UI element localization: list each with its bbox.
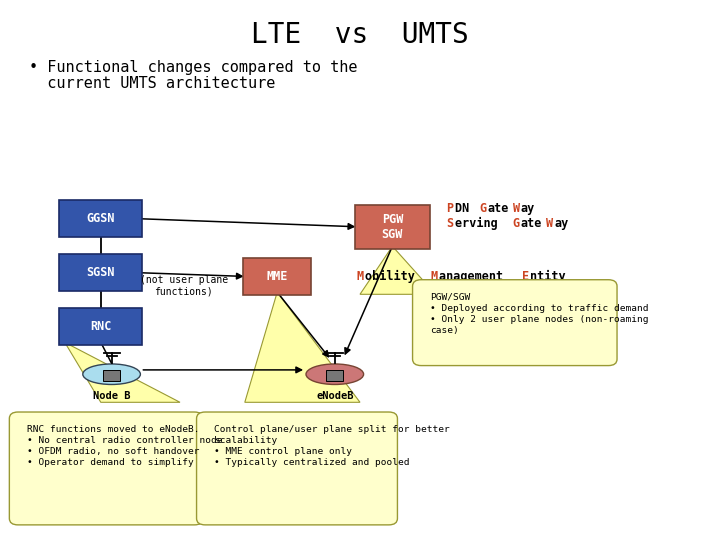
FancyBboxPatch shape: [355, 205, 431, 249]
Text: current UMTS architecture: current UMTS architecture: [29, 76, 275, 91]
Text: ate: ate: [487, 202, 509, 215]
Text: DN: DN: [455, 202, 476, 215]
Text: PGW
SGW: PGW SGW: [382, 213, 403, 241]
Text: SGSN: SGSN: [86, 266, 115, 279]
FancyBboxPatch shape: [60, 308, 143, 345]
Text: W: W: [546, 217, 553, 230]
Text: W: W: [513, 202, 520, 215]
FancyBboxPatch shape: [9, 412, 203, 525]
Text: Node B: Node B: [93, 391, 130, 401]
Text: obility: obility: [364, 270, 422, 283]
Text: ntity: ntity: [530, 270, 566, 283]
Ellipse shape: [306, 364, 364, 384]
FancyBboxPatch shape: [326, 370, 343, 381]
Text: ay: ay: [521, 202, 535, 215]
FancyBboxPatch shape: [60, 254, 143, 291]
Text: M: M: [431, 270, 438, 283]
Text: eNodeB: eNodeB: [316, 391, 354, 401]
Text: anagement: anagement: [439, 270, 510, 283]
Text: Control plane/user plane split for better
scalability
• MME control plane only
•: Control plane/user plane split for bette…: [214, 425, 449, 467]
FancyBboxPatch shape: [197, 412, 397, 525]
Ellipse shape: [83, 364, 140, 384]
Text: GGSN: GGSN: [86, 212, 115, 225]
Text: ate: ate: [521, 217, 542, 230]
Text: MME: MME: [266, 270, 288, 283]
Text: erving: erving: [455, 217, 505, 230]
Text: P: P: [446, 202, 454, 215]
Text: (not user plane
functions): (not user plane functions): [140, 275, 228, 296]
Text: E: E: [522, 270, 529, 283]
Text: S: S: [446, 217, 454, 230]
Text: G: G: [513, 217, 520, 230]
Text: RNC: RNC: [90, 320, 112, 333]
Polygon shape: [360, 246, 436, 294]
Text: LTE  vs  UMTS: LTE vs UMTS: [251, 21, 469, 49]
FancyBboxPatch shape: [60, 200, 143, 237]
FancyBboxPatch shape: [243, 258, 311, 295]
Text: M: M: [356, 270, 364, 283]
Polygon shape: [65, 342, 180, 402]
Text: PGW/SGW
• Deployed according to traffic demand
• Only 2 user plane nodes (non-ro: PGW/SGW • Deployed according to traffic …: [430, 293, 648, 335]
FancyBboxPatch shape: [103, 370, 120, 381]
Text: • Functional changes compared to the: • Functional changes compared to the: [29, 60, 357, 75]
Text: ay: ay: [554, 217, 568, 230]
Polygon shape: [245, 292, 360, 402]
Text: RNC functions moved to eNodeB.
• No central radio controller node
• OFDM radio, : RNC functions moved to eNodeB. • No cent…: [27, 425, 222, 467]
Text: G: G: [480, 202, 487, 215]
FancyBboxPatch shape: [413, 280, 617, 366]
